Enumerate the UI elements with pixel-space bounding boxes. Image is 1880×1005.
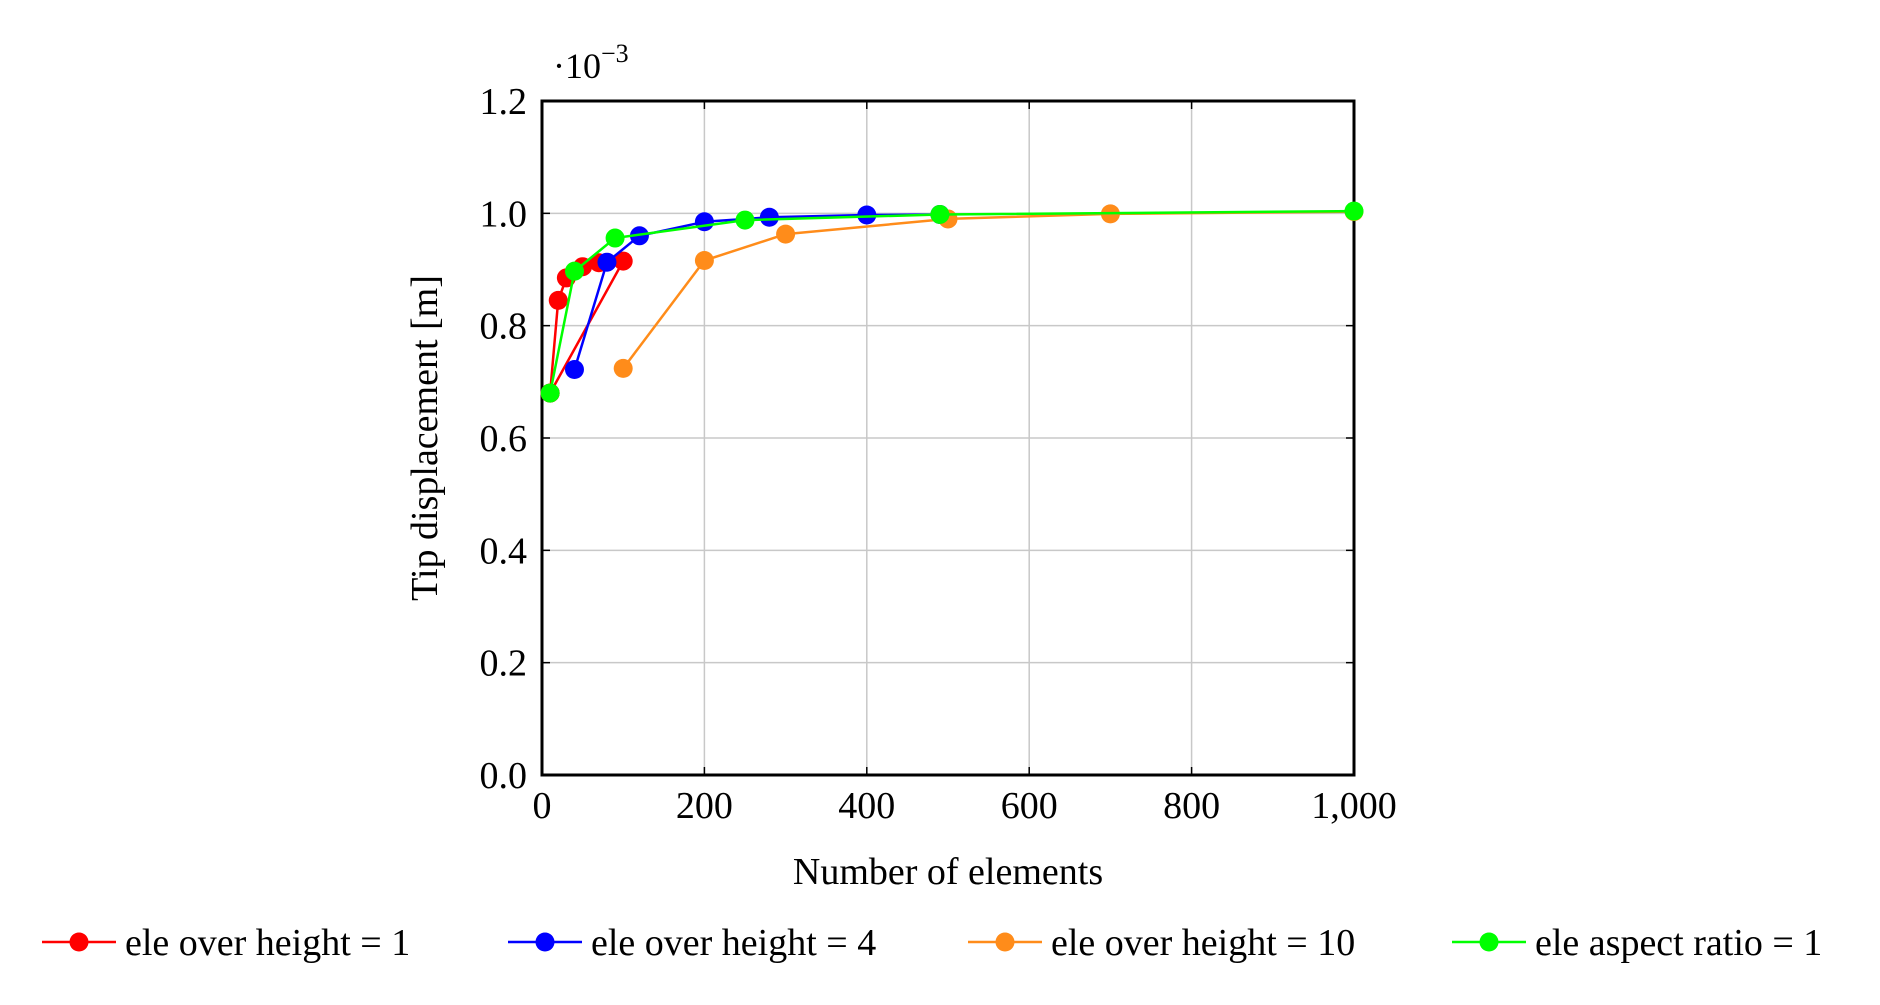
data-point [1344,201,1364,221]
legend: ele over height = 1 ele over height = 4 el… [42,922,1822,964]
data-point [564,261,584,281]
y-tick-label: 0.0 [480,755,528,797]
data-point [857,205,877,225]
data-point [759,207,779,227]
plot-area-frame [540,99,1356,777]
legend-marker-swatch [535,932,555,952]
data-point [930,204,950,224]
data-point [613,358,633,378]
series-line [622,210,1355,370]
series-4 [540,201,1364,403]
y-tick-label: 0.4 [480,530,528,572]
legend-label: ele over height = 10 [1051,922,1355,964]
data-series [540,201,1364,403]
data-point [564,359,584,379]
y-tick-label: 0.2 [480,643,528,685]
legend-label: ele over height = 1 [125,922,410,964]
legend-label: ele over height = 4 [591,922,876,964]
data-point [776,224,796,244]
y-tick-label: 1.0 [480,193,528,235]
data-point [613,251,633,271]
data-point [694,251,714,271]
y-tick-label: 0.8 [480,306,528,348]
y-axis-scale-label: ·10−3 [553,39,629,86]
x-tick-label: 800 [1163,785,1220,827]
series-2 [564,204,950,379]
x-axis-tick-labels: 0 200 400 600 800 1,000 [533,785,1397,827]
x-tick-label: 600 [1001,785,1058,827]
x-tick-label: 0 [533,785,552,827]
data-point [548,290,568,310]
legend-label: ele aspect ratio = 1 [1535,922,1822,964]
data-point [605,228,625,248]
y-axis-tick-labels: 0.0 0.2 0.4 0.6 0.8 1.0 1.2 [480,81,528,797]
legend-item-4: ele aspect ratio = 1 [1452,922,1822,964]
x-tick-label: 200 [676,785,733,827]
series-line [548,209,1355,394]
y-tick-label: 1.2 [480,81,528,123]
data-point [694,212,714,232]
data-point [735,210,755,230]
x-axis-title: Number of elements [793,851,1103,893]
data-point [597,252,617,272]
y-axis-title: Tip displacement [m] [404,275,446,601]
legend-marker-swatch [69,932,89,952]
grid-lines [541,100,1355,776]
legend-marker-swatch [995,932,1015,952]
legend-marker-swatch [1479,932,1499,952]
y-axis-scale-exponent: −3 [601,39,629,68]
series-3 [613,202,1364,378]
series-line [573,213,940,370]
y-axis-scale-base: ·10 [553,46,601,86]
legend-item-3: ele over height = 10 [968,922,1355,964]
x-tick-label: 1,000 [1311,785,1397,827]
y-tick-label: 0.6 [480,418,528,460]
x-tick-label: 400 [838,785,895,827]
data-point [540,383,560,403]
legend-item-1: ele over height = 1 [42,922,410,964]
legend-item-2: ele over height = 4 [508,922,876,964]
